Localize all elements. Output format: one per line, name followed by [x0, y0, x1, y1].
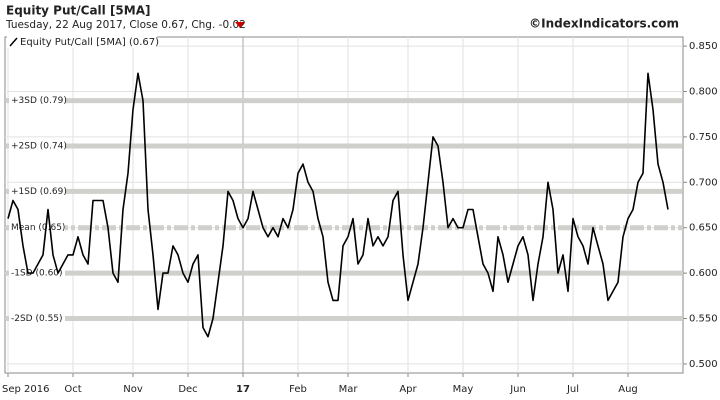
band-label-bg	[9, 311, 65, 325]
change-arrow	[235, 22, 245, 28]
band-label-bg	[9, 184, 65, 198]
band-label: +1SD (0.69)	[11, 187, 67, 197]
band-label: Mean (0.65)	[11, 223, 65, 233]
x-tick-label: Aug	[618, 384, 638, 395]
y-tick-label: 0.550	[689, 314, 718, 325]
x-tick-label: Oct	[64, 384, 81, 395]
x-tick-label: Jun	[509, 384, 526, 395]
x-tick-label: Feb	[289, 384, 307, 395]
band-label: -1SD (0.60)	[11, 269, 63, 279]
x-tick-label: May	[453, 384, 474, 395]
band-label-bg	[9, 93, 65, 107]
y-tick-label: 0.650	[689, 223, 718, 234]
y-tick-label: 0.700	[689, 177, 718, 188]
y-tick-label: 0.850	[689, 41, 718, 52]
y-tick-label: 0.750	[689, 132, 718, 143]
chart-subtitle: Tuesday, 22 Aug 2017, Close 0.67, Chg. -…	[5, 19, 246, 31]
band-label: +2SD (0.74)	[11, 141, 67, 151]
x-tick-label: Mar	[339, 384, 359, 395]
y-tick-label: 0.800	[689, 86, 718, 97]
series-line	[7, 72, 669, 338]
source: ©IndexIndicators.com	[529, 17, 679, 31]
x-tick-label: Sep 2016	[2, 384, 49, 395]
x-tick-label: Dec	[178, 384, 197, 395]
band-label: -2SD (0.55)	[11, 314, 63, 324]
y-tick-label: 0.600	[689, 268, 718, 279]
band-label-bg	[9, 138, 65, 152]
x-tick-label: 17	[236, 384, 250, 395]
band-label-bg	[9, 266, 65, 280]
y-tick-label: 0.500	[689, 359, 718, 370]
x-tick-label: Apr	[399, 384, 417, 395]
x-tick-label: Jul	[566, 384, 579, 395]
legend-label: Equity Put/Call [5MA] (0.67)	[20, 37, 159, 48]
legend-swatch	[9, 37, 18, 47]
legend-bg	[7, 35, 157, 48]
plot-area	[4, 36, 684, 374]
x-tick-label: Nov	[123, 384, 143, 395]
chart-title: Equity Put/Call [5MA]	[6, 4, 151, 18]
band-label: +3SD (0.79)	[11, 96, 67, 106]
